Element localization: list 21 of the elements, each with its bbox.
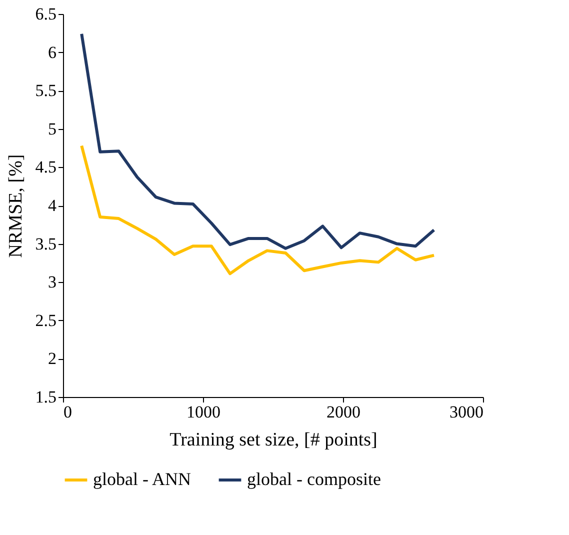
- y-axis-title: NRMSE, [%]: [5, 154, 26, 258]
- legend-label: global - ANN: [93, 469, 191, 489]
- y-tick-label: 2: [48, 349, 56, 368]
- x-tick-label: 3000: [450, 402, 484, 422]
- y-tick-label: 2.5: [35, 310, 56, 330]
- y-tick-label: 4.5: [35, 158, 56, 177]
- y-tick-label: 3.5: [35, 234, 56, 254]
- y-tick-label: 4: [48, 196, 57, 215]
- y-tick-label: 3: [48, 272, 56, 292]
- line-series: [80, 32, 436, 250]
- y-tick-label: 5: [48, 119, 56, 138]
- y-tick-label: 6: [48, 42, 56, 62]
- legend-label: global - composite: [247, 469, 381, 489]
- x-tick-label: 1000: [186, 402, 220, 422]
- y-tick-label: 1.5: [35, 388, 56, 406]
- x-axis-title: Training set size, [# points]: [170, 430, 378, 450]
- y-tick-label: 6.5: [35, 4, 56, 24]
- line-series: [80, 144, 436, 276]
- x-tick-label: 2000: [326, 402, 360, 422]
- x-tick-label: 0: [64, 402, 72, 422]
- y-tick-label: 5.5: [35, 81, 56, 100]
